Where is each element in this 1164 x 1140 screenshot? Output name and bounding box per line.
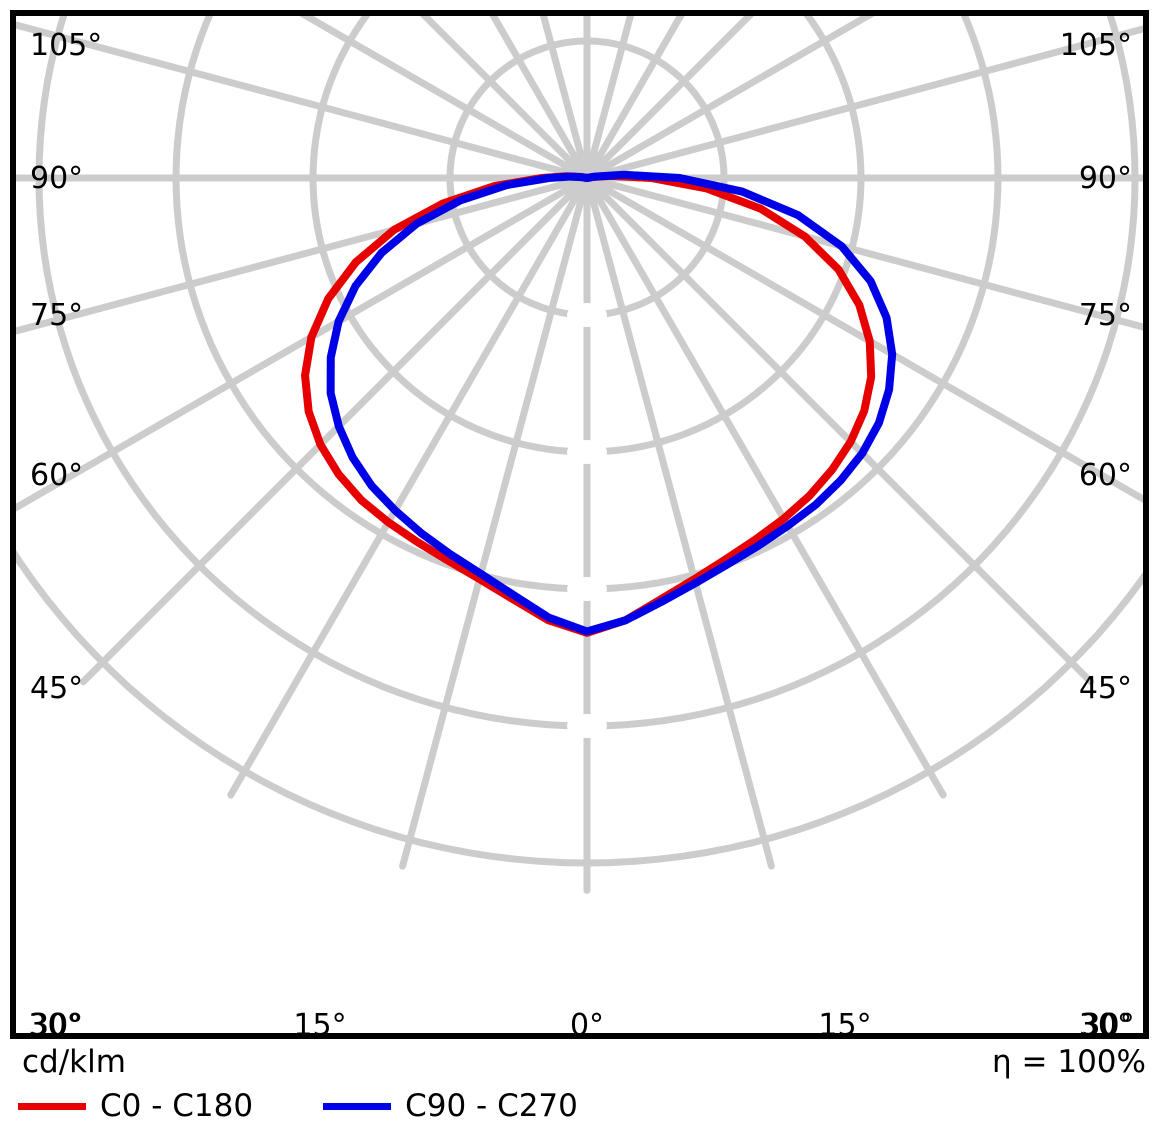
grid-crossing-mask-3: [567, 577, 607, 601]
polar-grid: [16, 16, 1143, 894]
legend-item-c0-c180: C0 - C180: [18, 1088, 253, 1124]
curve-c90-c270: [326, 170, 897, 636]
legend-swatch-blue: [323, 1102, 392, 1110]
grid-spoke-285: [583, 25, 1143, 182]
angle-tick-labels: 105°90°75°60°45°30°105°90°75°60°45°30°30…: [28, 28, 1134, 1039]
angle-label-left-90: 90°: [30, 161, 83, 196]
angle-label-right-60: 60°: [1079, 458, 1132, 493]
legend-entries: C0 - C180 C90 - C270: [18, 1088, 648, 1124]
grid-spoke-315: [583, 16, 754, 182]
distribution-curves: [301, 170, 897, 637]
angle-label-right-75: 75°: [1079, 298, 1132, 333]
grid-spoke-135: [79, 174, 591, 686]
grid-spoke-300: [583, 16, 875, 182]
angle-label-right-105: 105°: [1060, 28, 1132, 63]
angle-label-left-45: 45°: [30, 671, 83, 706]
grid-spoke-45: [420, 16, 591, 182]
grid-spoke-105: [16, 174, 591, 335]
angle-label-right-30: 30°: [1079, 1008, 1132, 1039]
grid-spoke-60: [299, 16, 591, 182]
unit-label: cd/klm: [22, 1044, 126, 1080]
grid-spoke-150: [227, 174, 591, 799]
chart-legend: cd/klm η = 100% C0 - C180 C90 - C270: [0, 1040, 1164, 1140]
angle-label-left-30: 30°: [30, 1008, 83, 1039]
grid-spoke-255: [583, 174, 1143, 331]
angle-label-bottom-0: 30°: [28, 1008, 81, 1039]
grid-spoke-195: [583, 174, 775, 870]
grid-spoke-75: [16, 21, 591, 182]
angle-label-bottom-1: 15°: [293, 1008, 346, 1039]
angle-label-left-75: 75°: [30, 298, 83, 333]
polar-plot-frame: 105° 90° 75° 60° 45° 30° 105° 90° 75° 60° 45° 30° 30…: [10, 10, 1149, 1039]
angle-label-left-60: 60°: [30, 458, 83, 493]
grid-spoke-30: [489, 16, 591, 182]
legend-item-c90-c270: C90 - C270: [323, 1088, 578, 1124]
polar-plot-svg: 105°90°75°60°45°30°105°90°75°60°45°30°30…: [16, 16, 1143, 1039]
grid-spoke-210: [583, 174, 947, 799]
grid-spoke-345: [583, 16, 635, 182]
grid-spoke-165: [399, 174, 591, 870]
angle-label-right-45: 45°: [1079, 671, 1132, 706]
grid-crossing-mask-2: [567, 440, 607, 464]
angle-label-bottom-3: 15°: [818, 1008, 871, 1039]
grid-crossing-mask-1: [567, 303, 607, 327]
grid-spoke-120: [16, 174, 591, 512]
angle-label-left-105: 105°: [30, 28, 102, 63]
efficiency-label: η = 100%: [992, 1044, 1146, 1080]
legend-label-c0-c180: C0 - C180: [100, 1088, 254, 1124]
angle-label-right-90: 90°: [1079, 161, 1132, 196]
grid-crossing-mask-4: [567, 714, 607, 738]
angle-label-bottom-2: 0°: [570, 1008, 604, 1039]
grid-spoke-330: [583, 16, 685, 182]
grid-spoke-225: [583, 174, 1095, 686]
legend-label-c90-c270: C90 - C270: [405, 1088, 578, 1124]
legend-swatch-red: [18, 1102, 86, 1110]
grid-spoke-15: [539, 16, 591, 182]
angle-label-bottom-4: 30°: [1081, 1008, 1134, 1039]
